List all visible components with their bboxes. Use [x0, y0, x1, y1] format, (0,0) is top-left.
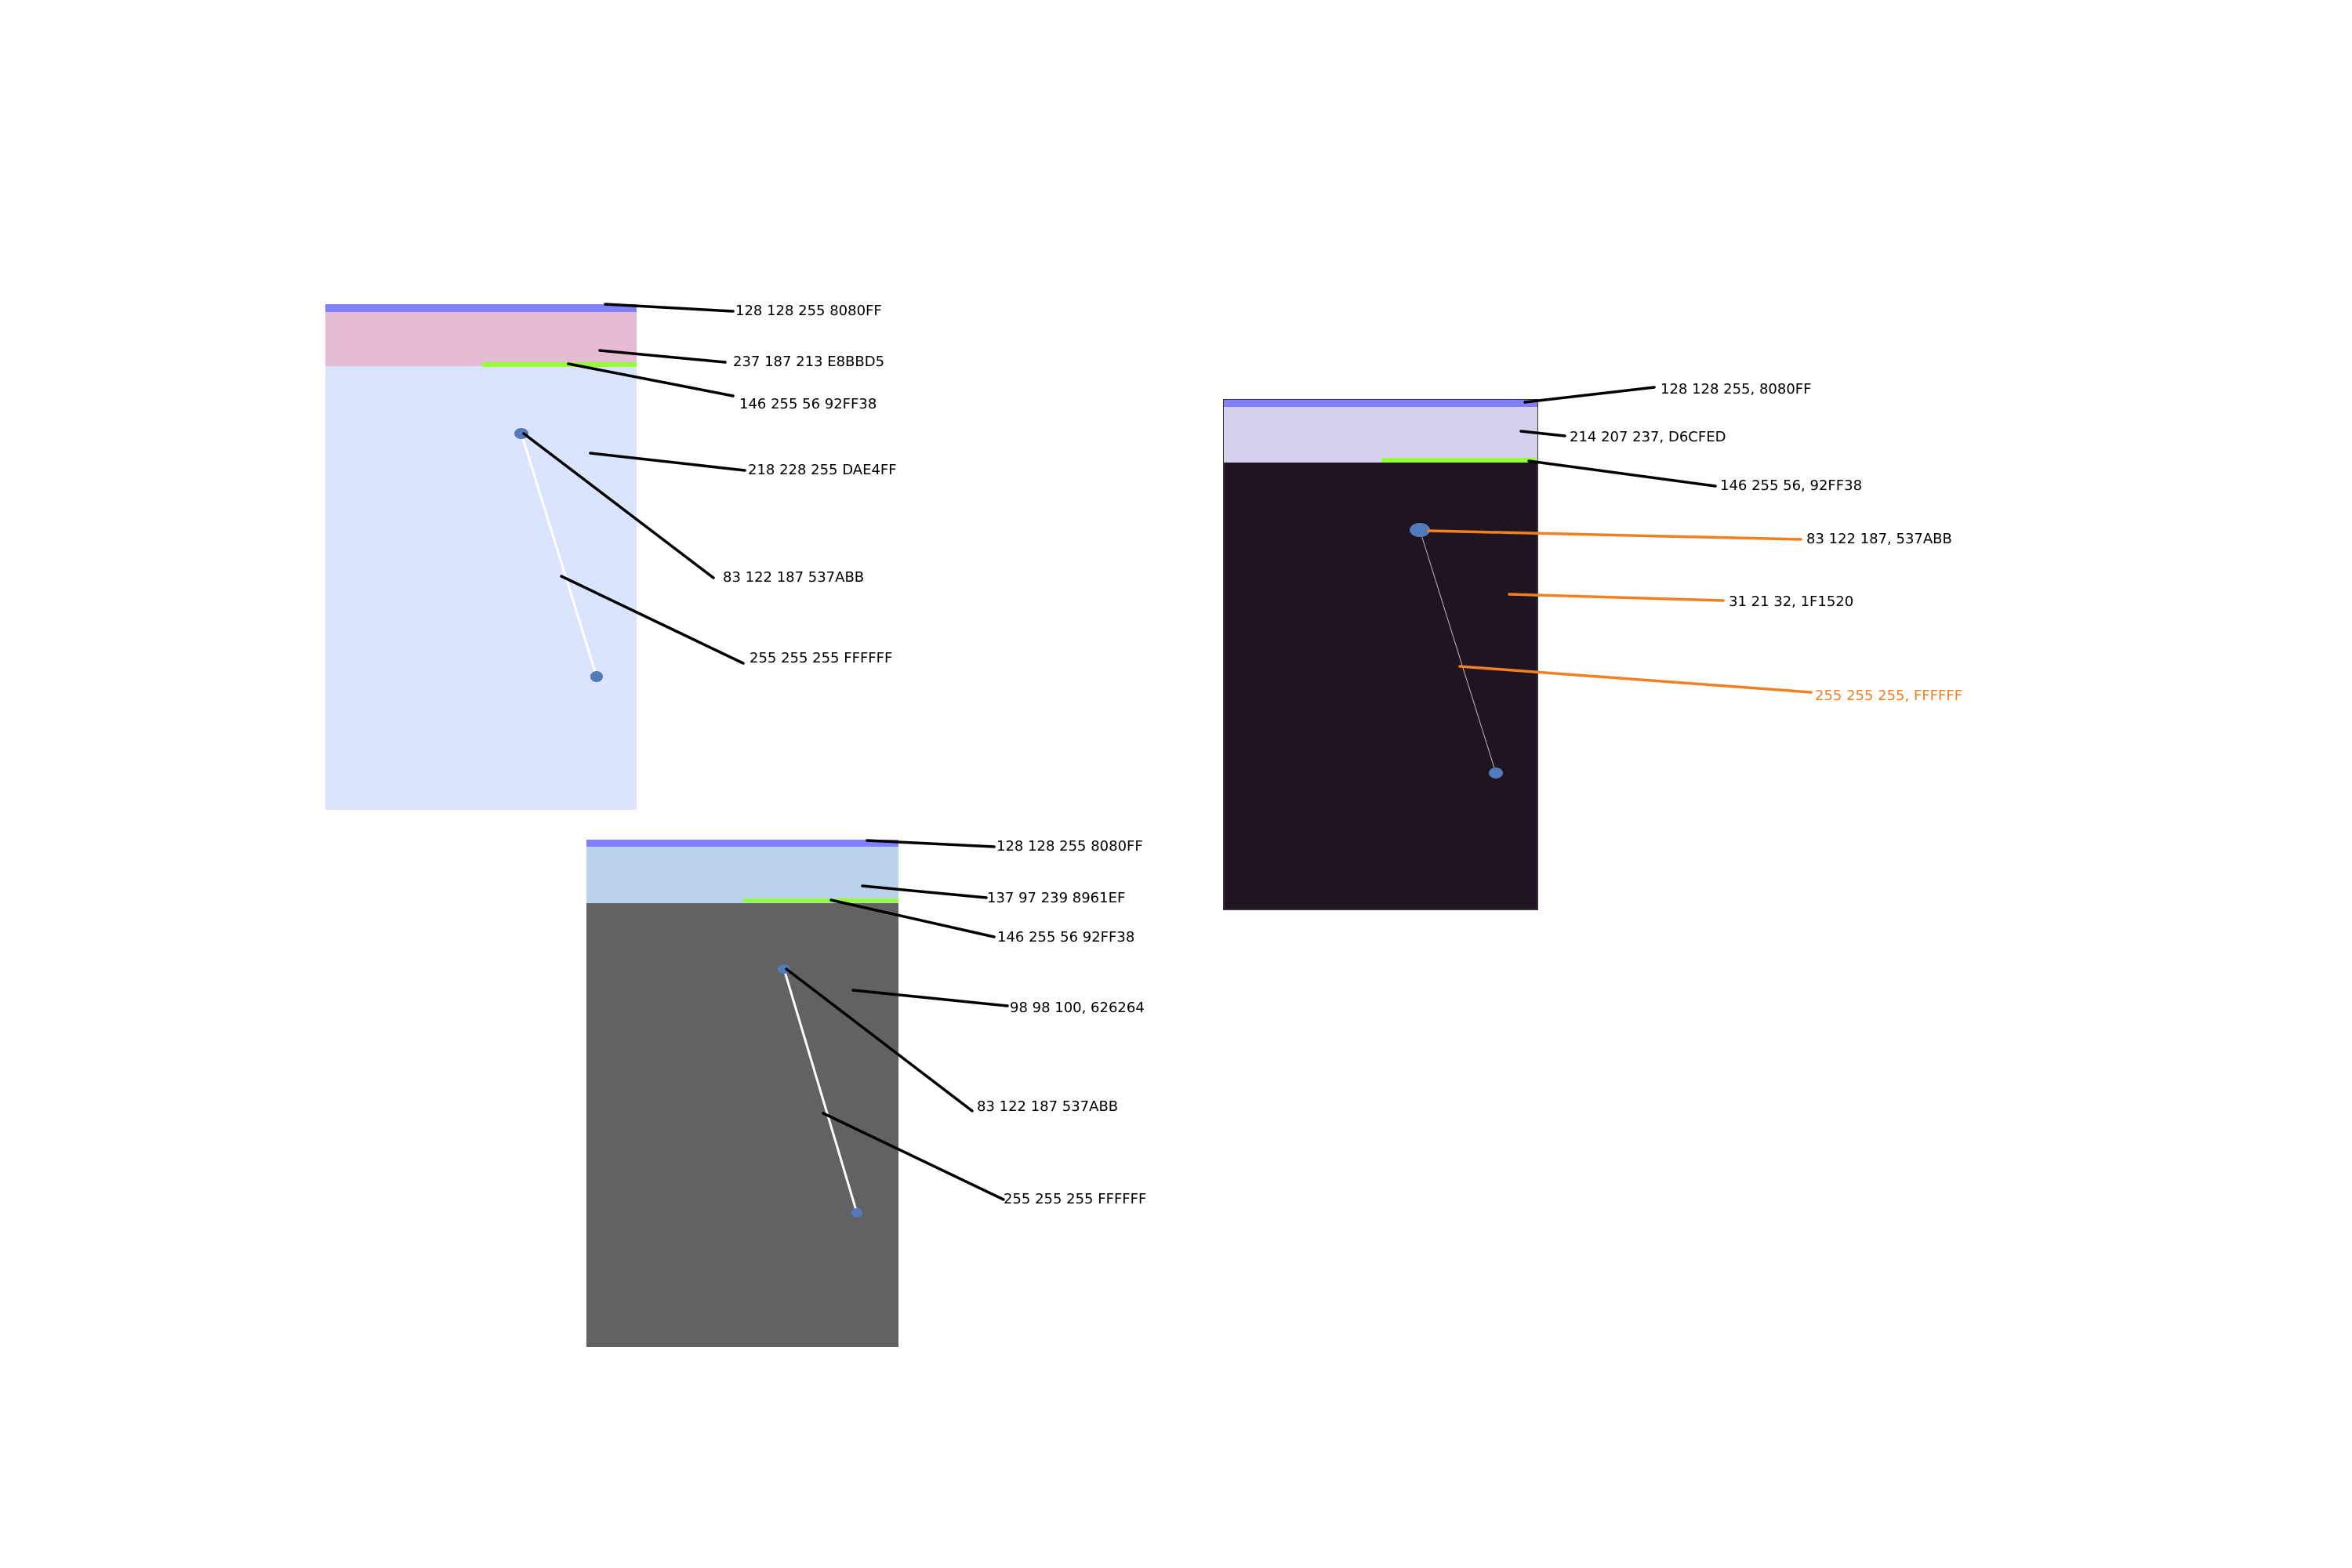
label-handle: 83 122 187, 537ABB — [1806, 531, 1952, 547]
panel-indicator — [743, 898, 898, 902]
slider-track — [520, 433, 598, 677]
leader-line-line — [1458, 665, 1813, 694]
slider-handle-bottom — [590, 671, 603, 682]
label-header: 137 97 239 8961EF — [987, 890, 1125, 906]
panel-header — [325, 304, 637, 366]
leader-line-header — [861, 884, 988, 899]
panel-top-bar — [325, 304, 637, 312]
leader-line-header — [1519, 430, 1566, 437]
leader-line-top-bar — [1523, 386, 1656, 404]
leader-line-body — [851, 989, 1009, 1007]
leader-line-indicator — [1527, 459, 1717, 488]
label-line: 255 255 255 FFFFFF — [1004, 1191, 1146, 1207]
leader-line-top-bar — [604, 303, 735, 313]
leader-line-handle — [1427, 529, 1802, 541]
panel-body — [586, 840, 898, 1347]
label-top-bar: 128 128 255 8080FF — [735, 303, 882, 319]
leader-line-indicator — [829, 898, 996, 938]
panel-top-bar — [586, 840, 898, 847]
label-header: 214 207 237, D6CFED — [1570, 429, 1726, 445]
label-indicator: 146 255 56 92FF38 — [739, 396, 877, 412]
leader-line-body — [589, 452, 746, 472]
label-indicator: 146 255 56, 92FF38 — [1720, 477, 1862, 494]
panel-header — [586, 840, 898, 903]
label-header: 237 187 213 E8BBD5 — [733, 354, 884, 370]
leader-line-header — [598, 349, 727, 364]
slider-handle-top — [514, 428, 528, 439]
label-line: 255 255 255, FFFFFF — [1815, 688, 1962, 704]
label-body: 98 98 100, 626264 — [1010, 1000, 1145, 1016]
leader-line-line — [822, 1112, 1005, 1201]
leader-line-handle — [785, 967, 974, 1112]
panel-light: 128 128 255 8080FF 237 187 213 E8BBD5 146 … — [325, 303, 897, 810]
label-line: 255 255 255 FFFFFF — [750, 650, 892, 666]
panel-dark: 128 128 255, 8080FF 214 207 237, D6CFED 14… — [1223, 381, 1962, 910]
label-body: 31 21 32, 1F1520 — [1729, 593, 1853, 610]
panel-body — [1223, 399, 1538, 910]
label-top-bar: 128 128 255 8080FF — [996, 838, 1143, 855]
label-top-bar: 128 128 255, 8080FF — [1661, 381, 1811, 397]
leader-line-handle — [522, 432, 715, 579]
leader-line-line — [560, 575, 745, 665]
panel-body — [325, 304, 637, 810]
label-indicator: 146 255 56 92FF38 — [997, 929, 1134, 946]
label-handle: 83 122 187 537ABB — [977, 1098, 1118, 1115]
label-handle: 83 122 187 537ABB — [723, 569, 864, 586]
panel-top-bar — [1224, 400, 1537, 407]
slider-handle-top — [1410, 523, 1430, 537]
slider-handle-bottom — [1489, 768, 1503, 779]
leader-line-body — [1508, 593, 1725, 602]
leader-line-indicator — [567, 362, 735, 397]
leader-line-top-bar — [866, 839, 996, 848]
panel-header — [1224, 400, 1537, 463]
panel-indicator — [482, 362, 637, 367]
slider-track — [1419, 529, 1497, 774]
panel-indicator — [1381, 458, 1537, 463]
label-body: 218 228 255 DAE4FF — [748, 462, 897, 478]
panel-gray: 128 128 255 8080FF 137 97 239 8961EF 146 2… — [586, 838, 1146, 1347]
slider-handle-bottom — [851, 1208, 862, 1218]
slider-track — [782, 968, 858, 1214]
slider-handle-top — [778, 964, 790, 974]
